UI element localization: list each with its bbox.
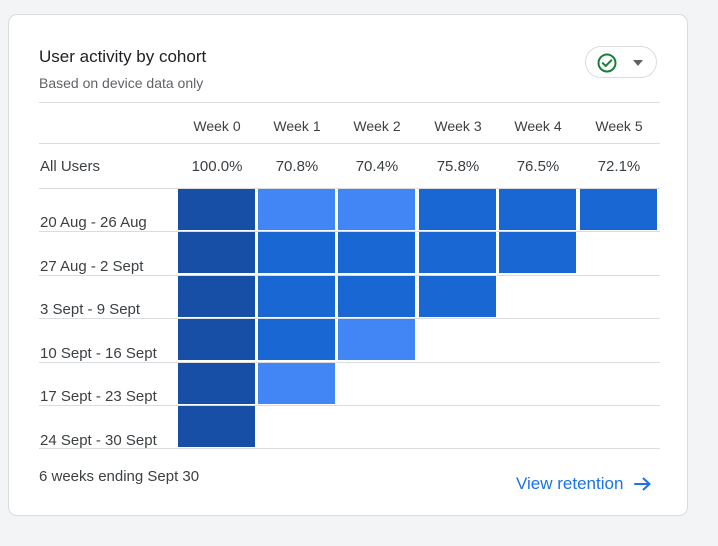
week-header: Week 3 bbox=[434, 118, 482, 134]
divider bbox=[39, 143, 660, 144]
heatmap-cell bbox=[258, 319, 335, 360]
heatmap-cell bbox=[178, 232, 255, 273]
heatmap-cell bbox=[178, 319, 255, 360]
card-subtitle: Based on device data only bbox=[39, 75, 204, 91]
cohort-row-label: 24 Sept - 30 Sept bbox=[40, 432, 157, 449]
overall-value: 70.4% bbox=[355, 158, 399, 175]
heatmap-cell bbox=[419, 189, 496, 230]
heatmap-cell bbox=[419, 232, 496, 273]
cohort-table: Week 0 Week 1 Week 2 Week 3 Week 4 Week … bbox=[39, 102, 660, 449]
week-header: Week 1 bbox=[273, 118, 321, 134]
heatmap-cell bbox=[338, 276, 415, 317]
heatmap-cell bbox=[338, 232, 415, 273]
week-header: Week 4 bbox=[514, 118, 562, 134]
heatmap-cell bbox=[499, 232, 576, 273]
overall-value: 72.1% bbox=[597, 158, 641, 175]
divider bbox=[39, 362, 660, 363]
divider bbox=[39, 275, 660, 276]
divider bbox=[39, 318, 660, 319]
divider bbox=[39, 405, 660, 406]
divider bbox=[39, 231, 660, 232]
heatmap-cell bbox=[258, 189, 335, 230]
week-header: Week 2 bbox=[353, 118, 401, 134]
all-users-label: All Users bbox=[40, 158, 101, 175]
cohort-row-label: 17 Sept - 23 Sept bbox=[40, 388, 157, 405]
caret-down-icon bbox=[633, 60, 643, 66]
divider bbox=[39, 448, 660, 449]
arrow-right-icon bbox=[634, 477, 651, 491]
heatmap-cell bbox=[258, 232, 335, 273]
check-circle-icon bbox=[597, 53, 617, 73]
cohort-card: User activity by cohort Based on device … bbox=[8, 14, 688, 516]
view-retention-label: View retention bbox=[516, 474, 624, 493]
view-retention-link[interactable]: View retention bbox=[516, 474, 652, 494]
heatmap-cell bbox=[178, 189, 255, 230]
heatmap-cell bbox=[580, 189, 657, 230]
divider bbox=[39, 188, 660, 189]
status-menu-button[interactable] bbox=[585, 46, 657, 78]
week-header: Week 0 bbox=[193, 118, 241, 134]
divider bbox=[39, 102, 660, 103]
heatmap-cell bbox=[178, 363, 255, 404]
footer-note: 6 weeks ending Sept 30 bbox=[39, 468, 200, 485]
overall-value: 70.8% bbox=[275, 158, 319, 175]
heatmap-cell bbox=[499, 189, 576, 230]
cohort-row-label: 10 Sept - 16 Sept bbox=[40, 345, 157, 362]
cohort-row-label: 27 Aug - 2 Sept bbox=[40, 258, 144, 275]
heatmap-cell bbox=[258, 363, 335, 404]
week-header: Week 5 bbox=[595, 118, 643, 134]
cohort-row-label: 20 Aug - 26 Aug bbox=[40, 214, 147, 231]
overall-value: 75.8% bbox=[436, 158, 480, 175]
card-title: User activity by cohort bbox=[39, 47, 207, 66]
heatmap-cell bbox=[178, 406, 255, 447]
heatmap-cell bbox=[178, 276, 255, 317]
cohort-row-label: 3 Sept - 9 Sept bbox=[40, 301, 141, 318]
heatmap-cell bbox=[419, 276, 496, 317]
heatmap-cell bbox=[338, 189, 415, 230]
heatmap-cell bbox=[338, 319, 415, 360]
heatmap-cell bbox=[258, 276, 335, 317]
overall-value: 76.5% bbox=[516, 158, 560, 175]
overall-value: 100.0% bbox=[191, 158, 243, 175]
